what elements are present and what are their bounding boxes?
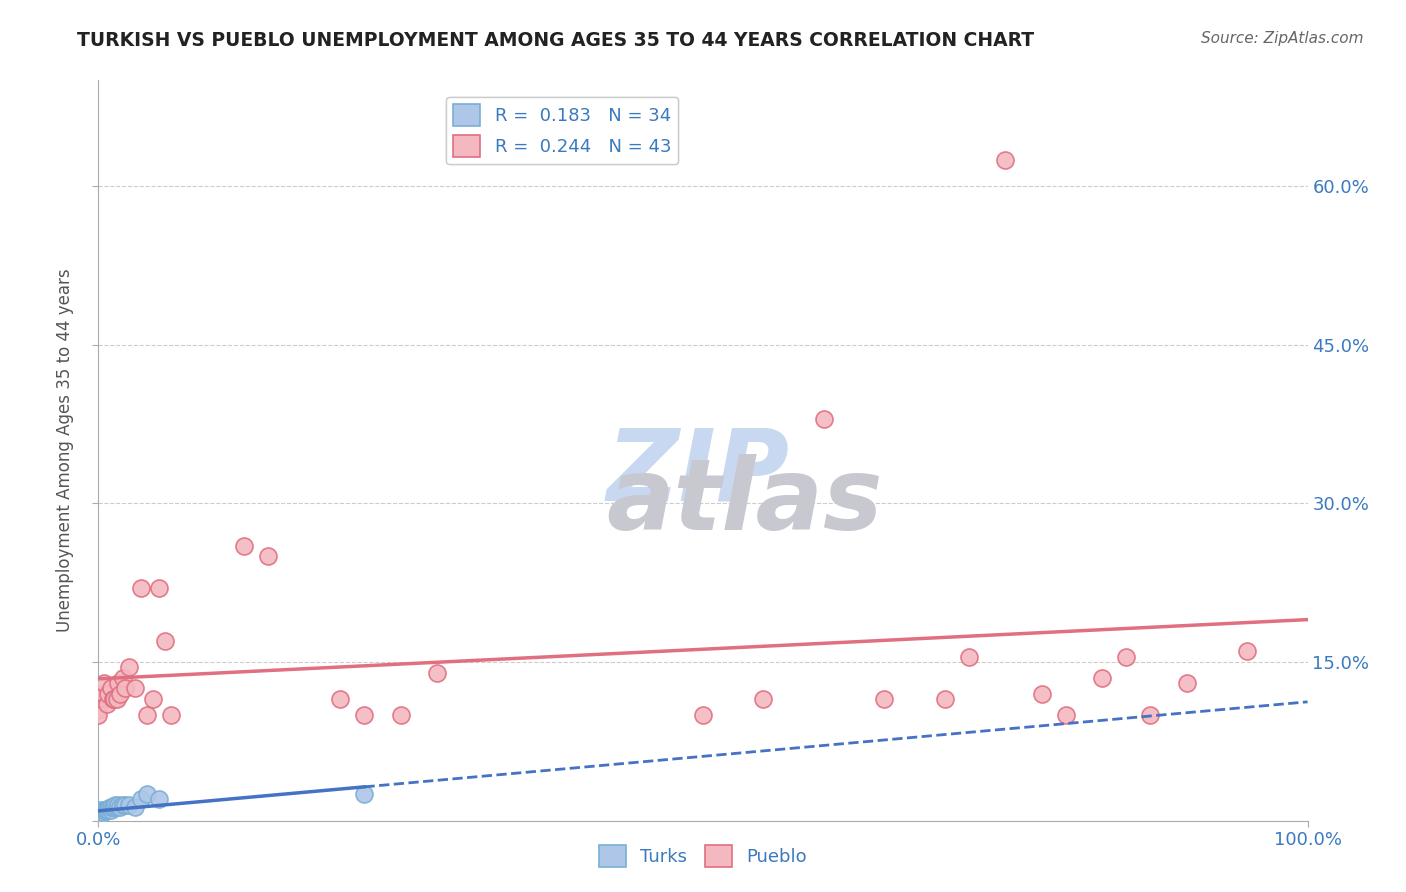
Point [105,692,128,706]
Point [96,698,118,712]
Point [104,797,127,812]
Point [752,692,775,706]
Point [129,792,152,806]
Legend: Turks, Pueblo: Turks, Pueblo [592,838,814,874]
Point [107,676,129,690]
Point [87,803,110,817]
Point [100,803,122,817]
Point [93,676,115,690]
Point [93,687,115,701]
Point [873,692,896,706]
Point [111,671,134,685]
Point [426,665,449,680]
Point [91,805,114,820]
Point [100,681,122,696]
Text: atlas: atlas [606,454,883,550]
Point [111,797,134,812]
Point [97,803,120,817]
Legend: R =  0.183   N = 34, R =  0.244   N = 43: R = 0.183 N = 34, R = 0.244 N = 43 [446,96,679,164]
Point [148,792,170,806]
Point [153,633,176,648]
Point [98,801,121,815]
Point [129,581,152,595]
Point [114,797,136,812]
Point [142,692,165,706]
Point [87,808,110,822]
Point [353,787,375,801]
Point [1054,707,1077,722]
Text: ZIP: ZIP [606,425,789,521]
Point [1236,644,1258,658]
Point [135,707,157,722]
Point [1115,649,1137,664]
Point [87,814,110,828]
Y-axis label: Unemployment Among Ages 35 to 44 years: Unemployment Among Ages 35 to 44 years [56,268,75,632]
Point [118,797,141,812]
Point [160,707,183,722]
Point [124,681,146,696]
Point [100,800,122,814]
Point [103,692,125,706]
Point [90,808,112,822]
Point [91,803,114,817]
Point [96,803,118,817]
Point [105,800,128,814]
Point [329,692,352,706]
Point [1031,687,1053,701]
Point [101,800,124,814]
Point [148,581,170,595]
Text: Source: ZipAtlas.com: Source: ZipAtlas.com [1201,31,1364,46]
Point [107,797,129,812]
Point [94,803,117,817]
Point [124,800,146,814]
Point [108,687,131,701]
Point [97,687,120,701]
Point [87,814,110,828]
Point [957,649,980,664]
Text: TURKISH VS PUEBLO UNEMPLOYMENT AMONG AGES 35 TO 44 YEARS CORRELATION CHART: TURKISH VS PUEBLO UNEMPLOYMENT AMONG AGE… [77,31,1035,50]
Point [87,692,110,706]
Point [994,153,1017,167]
Point [232,539,254,553]
Point [1175,676,1198,690]
Point [93,803,115,817]
Point [87,703,110,717]
Point [103,800,125,814]
Point [692,707,714,722]
Point [87,808,110,822]
Point [87,808,110,822]
Point [256,549,278,564]
Point [87,808,110,822]
Point [118,660,141,674]
Point [1139,707,1161,722]
Point [389,707,412,722]
Point [87,808,110,822]
Point [114,681,136,696]
Point [87,805,110,820]
Point [87,808,110,822]
Point [101,692,124,706]
Point [1091,671,1114,685]
Point [108,800,131,814]
Point [135,787,157,801]
Point [353,707,375,722]
Point [934,692,956,706]
Point [813,411,835,425]
Point [87,707,110,722]
